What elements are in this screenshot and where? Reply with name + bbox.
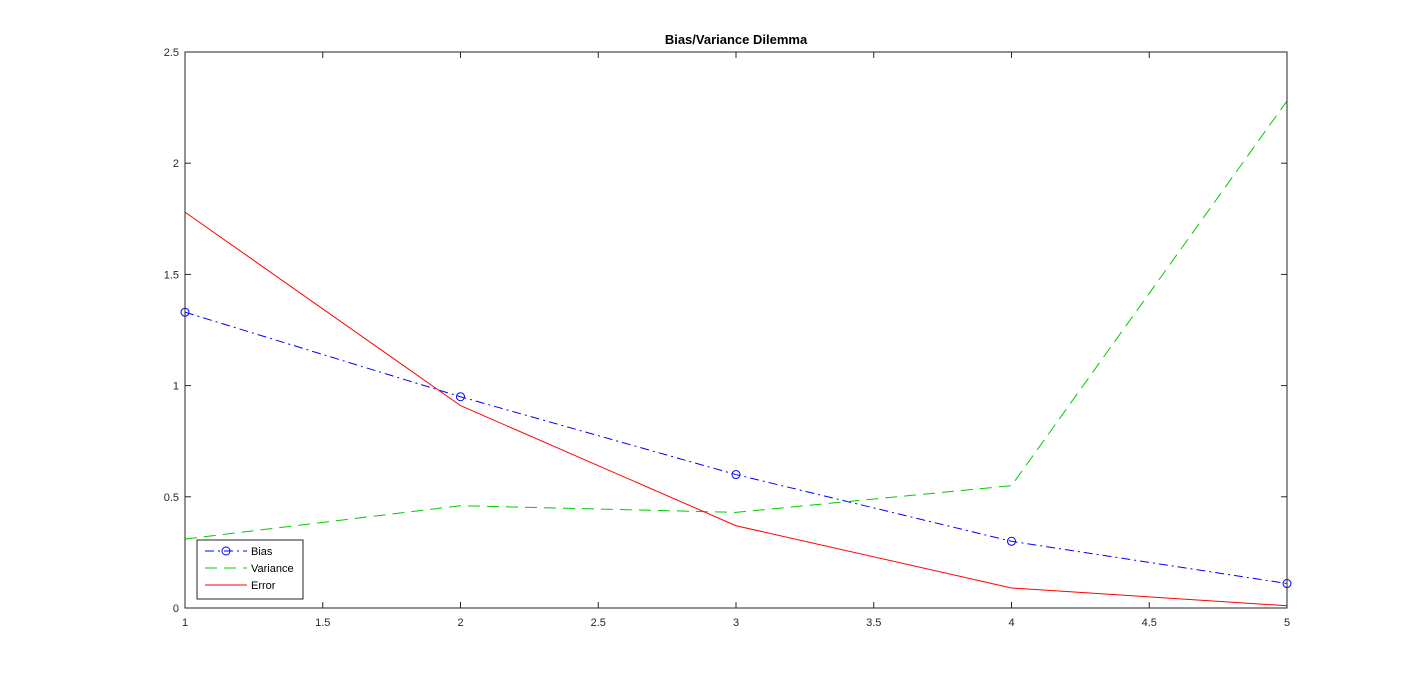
x-tick-label: 3.5 (866, 617, 881, 629)
data-point-bias (1007, 536, 1016, 546)
x-axis: 1 1.5 2 2.5 3 3.5 4 4.5 5 (182, 52, 1290, 629)
legend: Bias Variance Error (196, 539, 304, 600)
y-tick-label: 2.5 (164, 47, 179, 59)
legend-label-error: Error (251, 580, 276, 592)
plot-background (185, 52, 1287, 608)
legend-label-bias: Bias (251, 546, 273, 558)
x-tick-label: 2.5 (591, 617, 606, 629)
y-tick-label: 0 (173, 603, 179, 615)
x-tick-label: 2 (457, 617, 463, 629)
x-tick-label: 4.5 (1142, 617, 1157, 629)
x-tick-label: 3 (733, 617, 739, 629)
x-tick-label: 5 (1284, 617, 1290, 629)
legend-label-variance: Variance (251, 563, 294, 575)
series-line-error (184, 211, 1288, 607)
y-tick-label: 2 (173, 158, 179, 170)
x-tick-label: 4 (1008, 617, 1014, 629)
legend-marker-bias (221, 546, 231, 556)
series-line-variance (184, 100, 1288, 540)
chart-title: Bias/Variance Dilemma (665, 32, 808, 47)
x-tick-label: 1 (182, 617, 188, 629)
series-layer (180, 100, 1292, 607)
data-point-bias (456, 392, 465, 402)
x-tick-label: 1.5 (315, 617, 330, 629)
y-tick-label: 1 (173, 381, 179, 393)
series-line-bias (184, 311, 1288, 585)
data-point-bias (731, 470, 741, 480)
legend-box (196, 539, 304, 600)
y-axis: 0 0.5 1 1.5 2 2.5 (164, 47, 1287, 615)
y-tick-label: 0.5 (164, 492, 179, 504)
y-tick-label: 1.5 (164, 269, 179, 281)
